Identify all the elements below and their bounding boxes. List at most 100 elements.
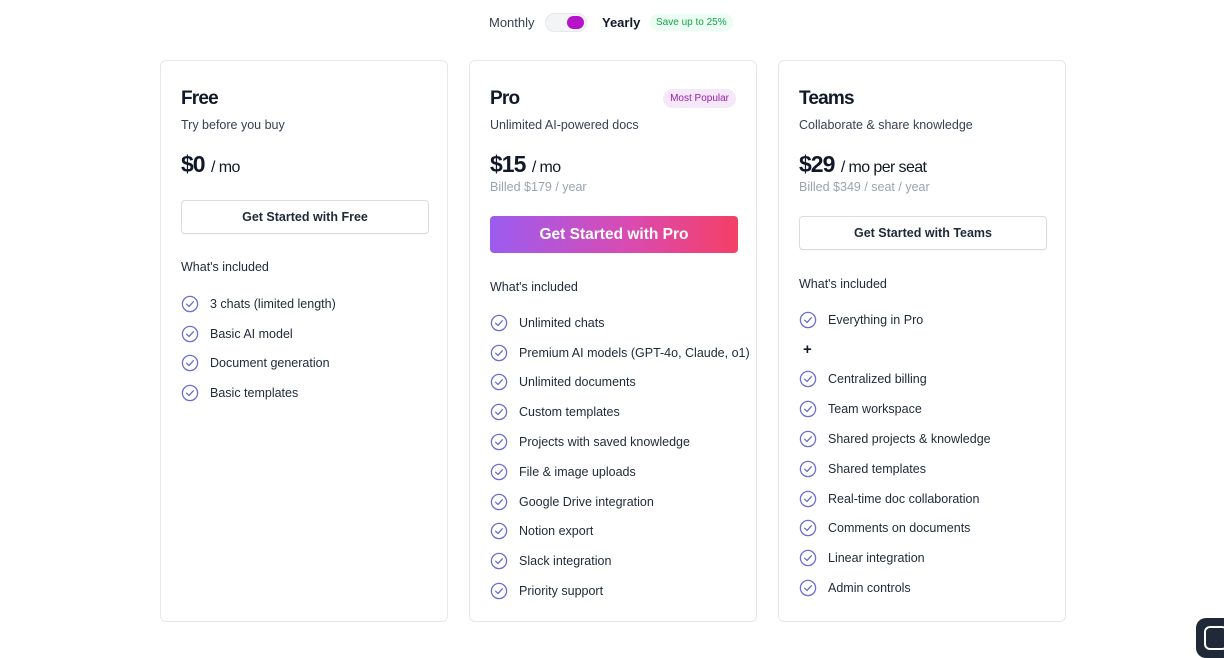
feature-label: Projects with saved knowledge <box>519 435 690 450</box>
billed-note: Billed $179 / year <box>490 180 587 194</box>
check-circle-icon <box>181 385 199 402</box>
plan-tagline: Try before you buy <box>181 118 285 132</box>
feature-item: Basic templates <box>181 378 336 408</box>
feature-label: Unlimited chats <box>519 315 605 330</box>
feature-label: Admin controls <box>828 581 911 596</box>
feature-label: Everything in Pro <box>828 312 924 327</box>
feature-label: Document generation <box>210 356 330 371</box>
plan-price: $29 / mo per seat <box>799 151 927 178</box>
feature-label: Shared templates <box>828 461 926 476</box>
included-title: What's included <box>799 277 887 291</box>
chat-widget-button[interactable] <box>1196 618 1224 658</box>
price-unit: / mo per seat <box>840 159 927 176</box>
feature-item: Slack integration <box>490 546 750 576</box>
feature-label: Linear integration <box>828 551 925 566</box>
plan-name: Teams <box>799 88 855 109</box>
included-title: What's included <box>181 260 269 274</box>
feature-item: Premium AI models (GPT-4o, Claude, o1) <box>490 338 750 368</box>
check-circle-icon <box>490 582 508 600</box>
check-circle-icon <box>490 553 508 570</box>
get-started-free-button[interactable]: Get Started with Free <box>181 200 429 234</box>
feature-item: Comments on documents <box>799 514 991 544</box>
check-circle-icon <box>490 433 508 451</box>
feature-label: Basic templates <box>210 386 299 401</box>
feature-label: Unlimited documents <box>519 375 636 390</box>
plan-price: $0 / mo <box>181 151 240 178</box>
check-circle-icon <box>799 550 817 567</box>
feature-label: File & image uploads <box>519 464 636 479</box>
check-circle-icon <box>490 523 508 540</box>
feature-item: File & image uploads <box>490 457 750 487</box>
feature-item: Notion export <box>490 517 750 547</box>
feature-label: Notion export <box>519 524 594 539</box>
feature-label: Comments on documents <box>828 521 971 536</box>
price-unit: / mo <box>531 159 561 176</box>
plan-card-teams: Teams Collaborate & share knowledge $29 … <box>778 60 1066 622</box>
chat-icon <box>1204 626 1224 650</box>
feature-item: Real-time doc collaboration <box>799 484 991 514</box>
feature-item: Team workspace <box>799 394 991 424</box>
feature-item: Everything in Pro <box>799 305 991 335</box>
plan-tagline: Unlimited AI-powered docs <box>490 118 639 132</box>
feature-label: Centralized billing <box>828 372 927 387</box>
check-circle-icon <box>490 314 508 332</box>
check-circle-icon <box>799 490 817 507</box>
feature-item: Shared projects & knowledge <box>799 424 991 454</box>
check-circle-icon <box>799 401 817 418</box>
plan-price: $15 / mo <box>490 151 561 178</box>
plan-card-pro: Pro Most Popular Unlimited AI-powered do… <box>469 60 757 622</box>
feature-item: Priority support <box>490 576 750 606</box>
feature-list: Everything in Pro + Centralized billing Tea… <box>799 305 991 603</box>
save-badge: Save up to 25% <box>650 14 733 31</box>
feature-item: Admin controls <box>799 573 991 603</box>
feature-label: Real-time doc collaboration <box>828 491 980 506</box>
feature-item: Unlimited chats <box>490 308 750 338</box>
feature-item: Linear integration <box>799 543 991 573</box>
check-circle-icon <box>490 344 508 361</box>
get-started-teams-button[interactable]: Get Started with Teams <box>799 216 1047 250</box>
check-circle-icon <box>799 371 817 388</box>
check-circle-icon <box>181 355 199 372</box>
feature-list: 3 chats (limited length) Basic AI model Do… <box>181 289 336 408</box>
plan-card-free: Free Try before you buy $0 / mo Get Star… <box>160 60 448 622</box>
feature-item: Unlimited documents <box>490 368 750 398</box>
billing-toggle: Monthly Yearly Save up to 25% <box>0 12 1224 34</box>
price-amount: $0 <box>181 151 206 177</box>
check-circle-icon <box>181 325 199 342</box>
switch-knob <box>567 16 584 29</box>
feature-item: Shared templates <box>799 454 991 484</box>
check-circle-icon <box>181 295 199 313</box>
monthly-label[interactable]: Monthly <box>489 15 535 30</box>
plan-name: Pro <box>490 88 520 109</box>
plan-tagline: Collaborate & share knowledge <box>799 118 973 132</box>
check-circle-icon <box>490 493 508 510</box>
check-circle-icon <box>799 520 817 537</box>
check-circle-icon <box>490 374 508 391</box>
plus-separator: + <box>803 341 812 359</box>
feature-label: Priority support <box>519 584 604 599</box>
feature-item: Document generation <box>181 349 336 379</box>
get-started-pro-button[interactable]: Get Started with Pro <box>490 216 738 253</box>
billed-note: Billed $349 / seat / year <box>799 180 930 194</box>
feature-item: Basic AI model <box>181 319 336 349</box>
check-circle-icon <box>799 311 817 329</box>
feature-label: Shared projects & knowledge <box>828 432 991 447</box>
feature-item: Centralized billing <box>799 365 991 395</box>
price-unit: / mo <box>211 159 240 176</box>
check-circle-icon <box>490 463 508 481</box>
check-circle-icon <box>799 430 817 448</box>
feature-label: Team workspace <box>828 402 922 417</box>
feature-label: Slack integration <box>519 554 612 569</box>
price-amount: $29 <box>799 151 835 177</box>
billing-period-switch[interactable] <box>545 13 587 32</box>
feature-item: Google Drive integration <box>490 487 750 517</box>
feature-list: Unlimited chats Premium AI models (GPT-4o… <box>490 308 750 606</box>
feature-item: Projects with saved knowledge <box>490 427 750 457</box>
plan-name: Free <box>181 88 219 109</box>
feature-label: 3 chats (limited length) <box>210 296 336 311</box>
check-circle-icon <box>490 404 508 421</box>
price-amount: $15 <box>490 151 526 177</box>
feature-label: Custom templates <box>519 405 620 420</box>
yearly-label[interactable]: Yearly <box>602 15 641 30</box>
check-circle-icon <box>799 579 817 597</box>
